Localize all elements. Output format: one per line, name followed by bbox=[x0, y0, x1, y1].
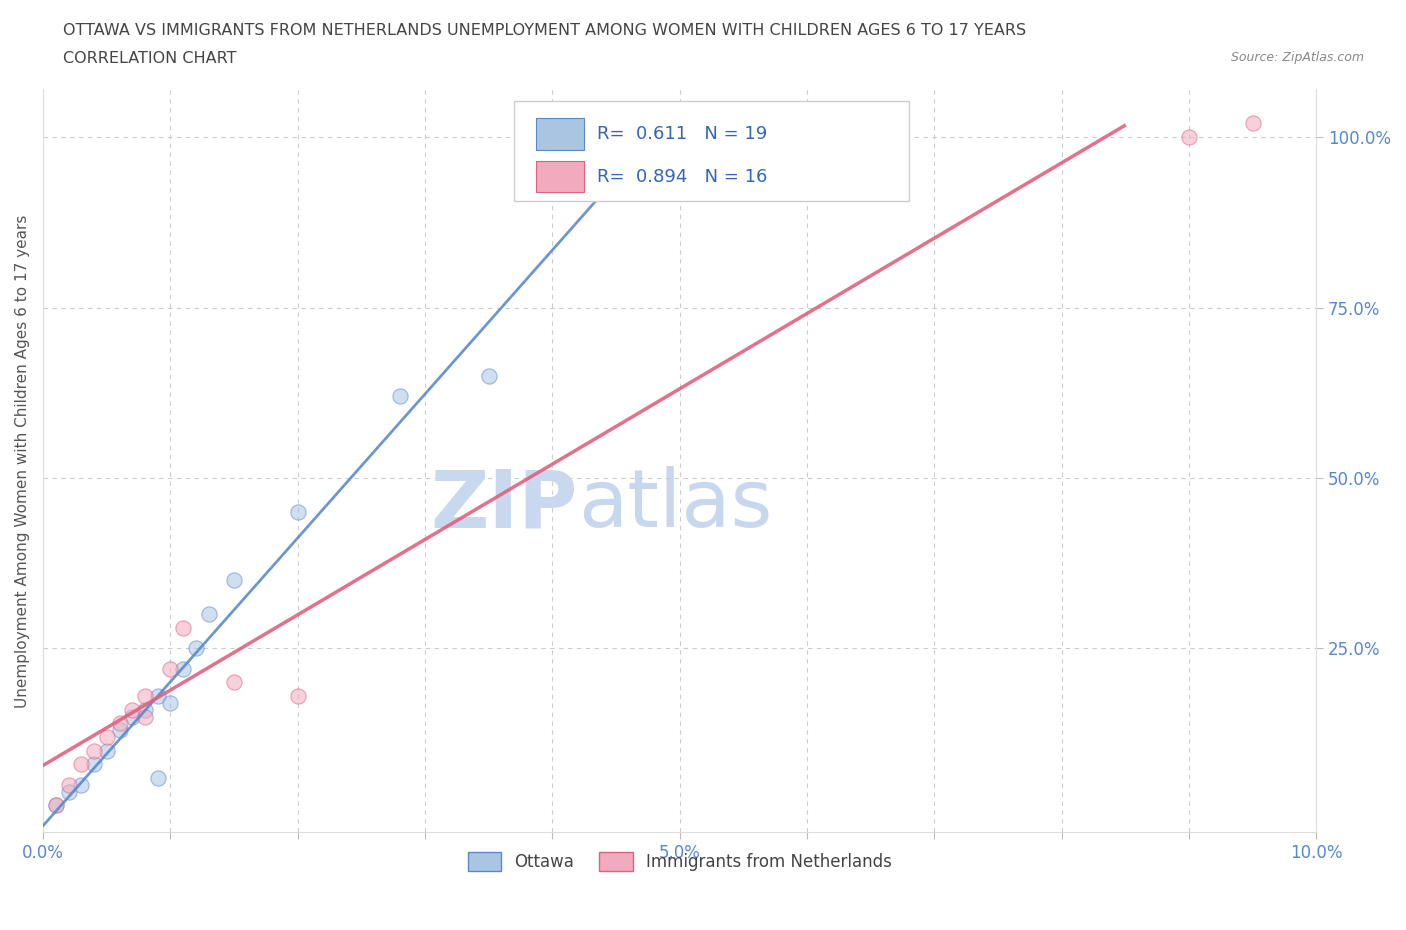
Point bbox=[224, 573, 246, 588]
Point bbox=[134, 702, 156, 717]
Y-axis label: Unemployment Among Women with Children Ages 6 to 17 years: Unemployment Among Women with Children A… bbox=[15, 214, 30, 708]
Point bbox=[1241, 116, 1264, 131]
Point bbox=[159, 661, 181, 676]
Point bbox=[121, 702, 143, 717]
Bar bbox=[536, 161, 585, 193]
Text: R=  0.611   N = 19: R= 0.611 N = 19 bbox=[598, 125, 768, 143]
Text: atlas: atlas bbox=[578, 467, 772, 544]
Point bbox=[70, 757, 93, 772]
Point bbox=[96, 743, 118, 758]
Text: CORRELATION CHART: CORRELATION CHART bbox=[63, 51, 236, 66]
Point bbox=[108, 716, 131, 731]
Point bbox=[605, 157, 627, 172]
Point bbox=[45, 798, 67, 813]
Point bbox=[58, 784, 80, 799]
Point bbox=[159, 696, 181, 711]
Point bbox=[96, 729, 118, 744]
Point bbox=[1178, 129, 1201, 144]
Point bbox=[58, 777, 80, 792]
FancyBboxPatch shape bbox=[515, 100, 908, 201]
Point bbox=[605, 129, 627, 144]
Point bbox=[134, 688, 156, 703]
Point bbox=[388, 389, 411, 404]
Point bbox=[121, 709, 143, 724]
Point bbox=[184, 641, 207, 656]
Point bbox=[478, 368, 501, 383]
Point bbox=[172, 661, 194, 676]
Point bbox=[70, 777, 93, 792]
Point bbox=[287, 505, 309, 520]
Point bbox=[83, 757, 105, 772]
Point bbox=[83, 743, 105, 758]
Point bbox=[108, 723, 131, 737]
Point bbox=[146, 688, 169, 703]
Point bbox=[197, 607, 219, 622]
Text: Source: ZipAtlas.com: Source: ZipAtlas.com bbox=[1230, 51, 1364, 64]
Point bbox=[287, 688, 309, 703]
Text: OTTAWA VS IMMIGRANTS FROM NETHERLANDS UNEMPLOYMENT AMONG WOMEN WITH CHILDREN AGE: OTTAWA VS IMMIGRANTS FROM NETHERLANDS UN… bbox=[63, 23, 1026, 38]
Point bbox=[224, 675, 246, 690]
Bar bbox=[536, 118, 585, 150]
Point bbox=[134, 709, 156, 724]
Text: R=  0.894   N = 16: R= 0.894 N = 16 bbox=[598, 167, 768, 186]
Point bbox=[172, 620, 194, 635]
Point bbox=[146, 770, 169, 785]
Text: ZIP: ZIP bbox=[430, 467, 578, 544]
Point bbox=[45, 798, 67, 813]
Legend: Ottawa, Immigrants from Netherlands: Ottawa, Immigrants from Netherlands bbox=[460, 844, 900, 880]
